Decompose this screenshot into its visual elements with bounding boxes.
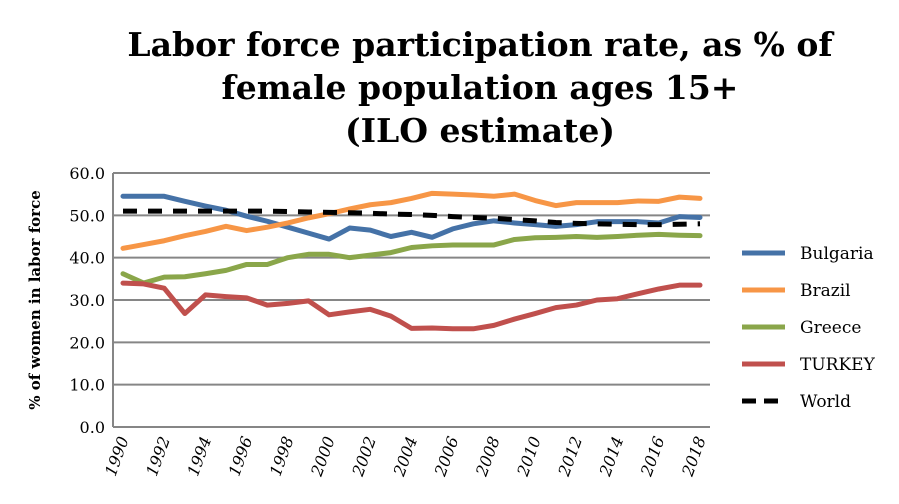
x-tick-label: 1998 (266, 434, 298, 479)
legend-label-world: World (800, 392, 851, 412)
x-tick-label: 1992 (142, 434, 174, 479)
x-tick-label: 2002 (348, 434, 380, 480)
x-tick-label: 2014 (595, 434, 627, 480)
x-tick-label: 2018 (678, 434, 710, 480)
x-tick-label: 1990 (101, 434, 133, 479)
y-tick-label: 40.0 (69, 249, 105, 268)
legend-label-greece: Greece (800, 318, 861, 338)
y-tick-label: 60.0 (69, 164, 105, 183)
legend-label-turkey: TURKEY (800, 355, 876, 375)
x-tick-label: 1996 (225, 434, 257, 479)
y-tick-label: 30.0 (69, 291, 105, 310)
x-tick-label: 2000 (307, 434, 339, 480)
legend-label-brazil: Brazil (800, 281, 851, 301)
chart-title-line-1: Labor force participation rate, as % of (127, 25, 834, 64)
x-tick-label: 2016 (636, 434, 668, 480)
series-line-greece (120, 231, 703, 286)
y-tick-label: 50.0 (69, 206, 105, 225)
x-tick-label: 1994 (183, 434, 215, 479)
x-tick-label: 2010 (513, 434, 545, 480)
x-tick-label: 2012 (554, 434, 586, 480)
series-line-world (123, 208, 701, 228)
x-tick-label: 2008 (472, 434, 504, 480)
chart-title-line-3: (ILO estimate) (345, 111, 615, 150)
y-tick-label: 10.0 (69, 376, 105, 395)
y-tick-label: 20.0 (69, 333, 105, 352)
y-tick-label: 0.0 (80, 418, 105, 437)
x-tick-label: 2004 (389, 434, 421, 480)
x-tick-label: 2006 (430, 434, 462, 480)
series-line-turkey (120, 280, 703, 332)
series-line-brazil (120, 190, 703, 251)
y-axis-label: % of women in labor force (26, 190, 44, 410)
chart-title-line-2: female population ages 15+ (222, 68, 739, 107)
legend-label-bulgaria: Bulgaria (800, 244, 874, 264)
